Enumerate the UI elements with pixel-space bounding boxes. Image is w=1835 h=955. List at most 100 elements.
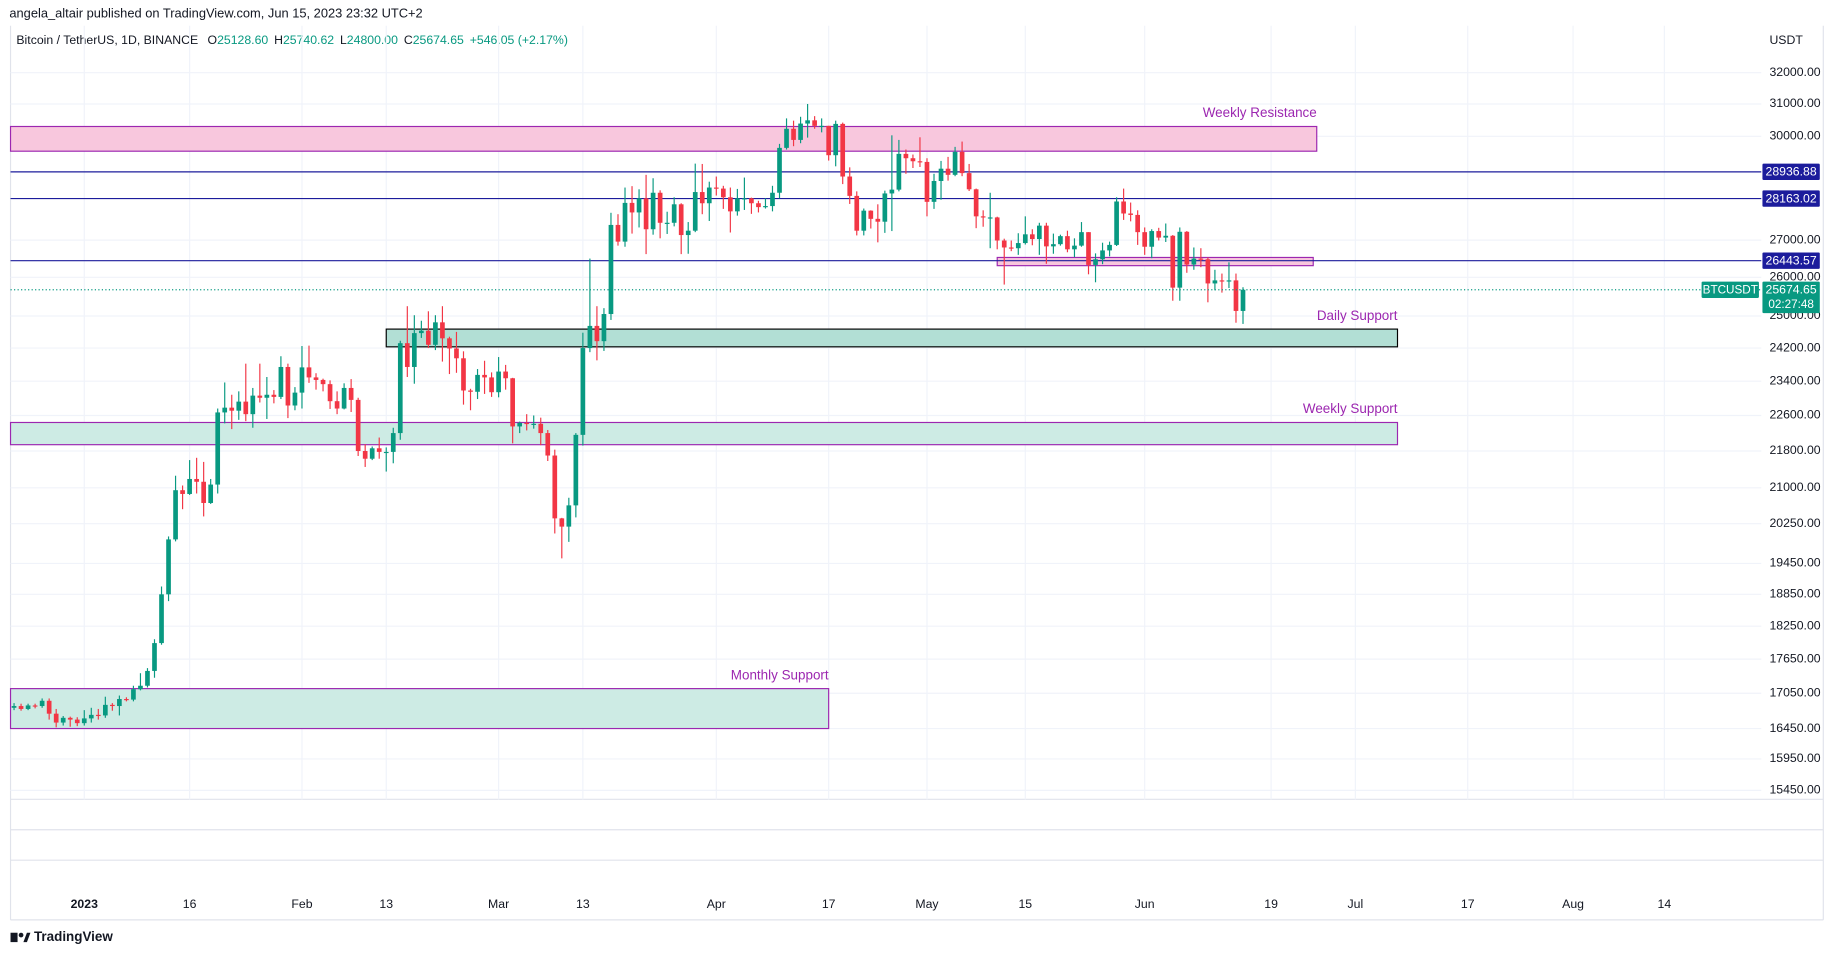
candle-body bbox=[545, 433, 551, 456]
candle-body bbox=[791, 128, 796, 140]
candle-body bbox=[152, 643, 157, 671]
legend-symbol: Bitcoin / TetherUS, 1D, BINANCE bbox=[16, 33, 198, 47]
candle-body bbox=[538, 423, 544, 434]
candle-body bbox=[489, 377, 494, 393]
candle-body bbox=[798, 123, 803, 140]
zone-label: Monthly Support bbox=[731, 667, 829, 682]
candle-body bbox=[320, 379, 326, 385]
candle-body bbox=[341, 387, 347, 409]
candle-body bbox=[1051, 244, 1056, 247]
candle-body bbox=[861, 210, 867, 231]
candle-body bbox=[580, 348, 586, 435]
candle-body bbox=[973, 189, 979, 217]
logo-mark bbox=[18, 932, 24, 938]
legend-value: 24800.00 bbox=[347, 33, 398, 47]
y-tick-label: 18250.00 bbox=[1769, 618, 1820, 632]
candle-body bbox=[180, 490, 185, 494]
candle-body bbox=[608, 224, 614, 315]
y-tick-label: 21000.00 bbox=[1769, 480, 1820, 494]
candle-body bbox=[1128, 213, 1133, 215]
candle-body bbox=[1135, 214, 1141, 233]
y-tick-label: 15950.00 bbox=[1769, 751, 1820, 765]
candle-body bbox=[53, 713, 59, 723]
candle-body bbox=[777, 147, 782, 193]
countdown-label: 02:27:48 bbox=[1768, 298, 1814, 311]
y-tick-label: 31000.00 bbox=[1769, 96, 1820, 110]
candle-body bbox=[756, 203, 761, 208]
candle-body bbox=[482, 374, 487, 378]
candle-body bbox=[285, 366, 291, 406]
candle-body bbox=[1226, 280, 1232, 282]
candle-body bbox=[46, 700, 52, 714]
y-tick-label: 32000.00 bbox=[1769, 65, 1820, 79]
candle-body bbox=[896, 153, 902, 190]
legend-value: 25128.60 bbox=[217, 33, 268, 47]
candle-body bbox=[770, 192, 775, 207]
candle-body bbox=[250, 395, 256, 415]
zone bbox=[996, 256, 1314, 267]
candle-body bbox=[594, 325, 600, 342]
candle-body bbox=[187, 478, 192, 494]
candle-body bbox=[643, 198, 649, 230]
candle-body bbox=[1219, 280, 1225, 282]
candle-body bbox=[671, 204, 677, 223]
candle-body bbox=[1100, 250, 1105, 260]
x-tick-label: 15 bbox=[1018, 897, 1032, 911]
candle-body bbox=[657, 192, 663, 223]
candle-body bbox=[117, 699, 122, 707]
candle-body bbox=[1198, 258, 1204, 260]
x-tick-label: May bbox=[915, 897, 939, 911]
candle-body bbox=[1233, 280, 1239, 311]
candle-body bbox=[763, 206, 768, 208]
candle-body bbox=[1079, 232, 1084, 246]
candle-body bbox=[461, 358, 466, 391]
candle-body bbox=[889, 189, 895, 194]
x-tick-label: Apr bbox=[707, 897, 726, 911]
candle-body bbox=[1184, 231, 1190, 265]
candle-body bbox=[419, 330, 424, 334]
candle-body bbox=[622, 202, 628, 242]
candle-body bbox=[369, 448, 375, 459]
candle-body bbox=[215, 412, 221, 485]
zone bbox=[385, 328, 1399, 348]
candle-body bbox=[454, 348, 459, 359]
candle-body bbox=[952, 151, 958, 175]
candle-body bbox=[699, 192, 705, 204]
candle-body bbox=[1022, 234, 1028, 244]
legend: Bitcoin / TetherUS, 1D, BINANCE O25128.60… bbox=[16, 33, 568, 47]
y-tick-label: 17050.00 bbox=[1769, 685, 1820, 699]
candle-body bbox=[39, 700, 45, 707]
y-tick-label: 20250.00 bbox=[1769, 516, 1820, 530]
y-tick-label: 27000.00 bbox=[1769, 232, 1820, 246]
candle-body bbox=[678, 204, 684, 236]
candle-body bbox=[966, 173, 972, 190]
zone-label: Weekly Support bbox=[1303, 401, 1398, 416]
candle-body bbox=[208, 484, 214, 503]
candle-body bbox=[587, 325, 593, 349]
candle-body bbox=[1156, 231, 1162, 238]
candle-body bbox=[81, 718, 87, 724]
candle-body bbox=[306, 367, 312, 378]
candle-body bbox=[376, 448, 382, 452]
candle-body bbox=[517, 422, 523, 427]
candle-body bbox=[447, 338, 452, 349]
candle-body bbox=[917, 161, 923, 163]
zone bbox=[9, 688, 830, 730]
legend-key: L bbox=[340, 33, 347, 47]
y-tick-label: 18850.00 bbox=[1769, 587, 1820, 601]
candle-body bbox=[812, 120, 817, 126]
candle-body bbox=[404, 343, 410, 367]
candle-body bbox=[1205, 259, 1211, 284]
x-tick-label: Jul bbox=[1348, 897, 1364, 911]
candle-body bbox=[868, 210, 874, 219]
candle-body bbox=[257, 395, 263, 398]
candle-body bbox=[102, 704, 108, 716]
brand-logo: TradingView bbox=[10, 929, 113, 944]
x-tick-label: 13 bbox=[379, 897, 393, 911]
candle-body bbox=[243, 401, 249, 415]
candle-body bbox=[1015, 243, 1021, 249]
candle-body bbox=[1058, 236, 1063, 245]
candle-body bbox=[1008, 247, 1014, 249]
candle-body bbox=[601, 314, 607, 342]
candle-body bbox=[784, 128, 789, 148]
